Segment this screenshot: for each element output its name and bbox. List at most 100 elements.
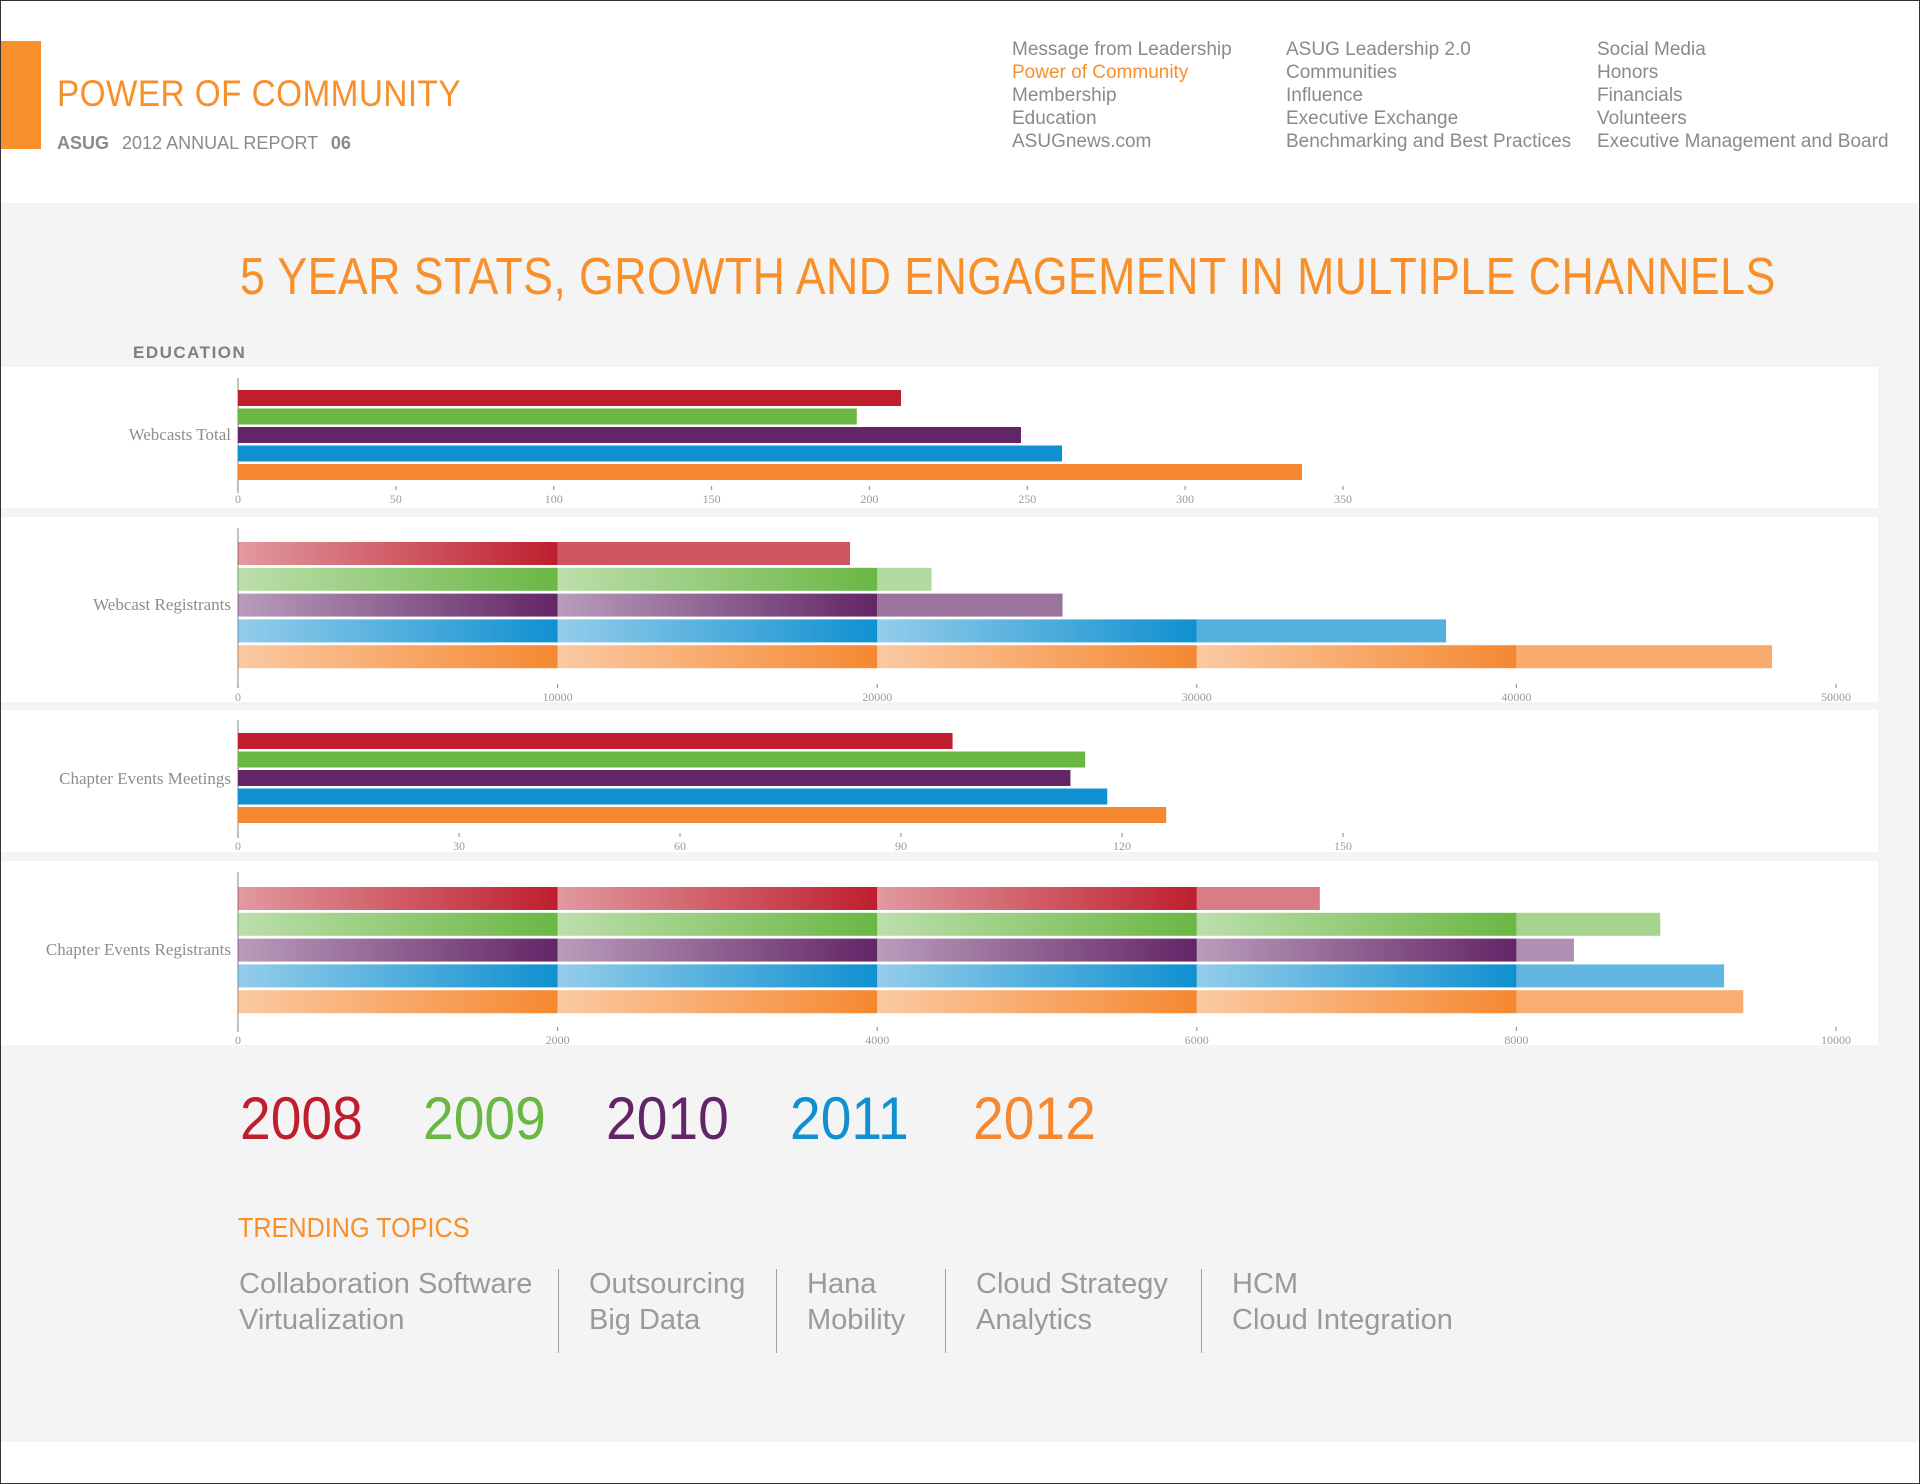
topic-divider (945, 1269, 946, 1353)
nav-item-honors[interactable]: Honors (1597, 62, 1659, 83)
bar-segment-webcast-registrants-2012 (1196, 645, 1517, 669)
nav-item-benchmarking[interactable]: Benchmarking and Best Practices (1286, 131, 1572, 152)
bar-segment-chapter-events-registrants-2010 (1516, 938, 1574, 962)
tick-label: 60 (674, 839, 686, 853)
bar-segment-chapter-events-registrants-2012 (557, 990, 878, 1014)
bar-segment-chapter-events-registrants-2010 (238, 938, 558, 962)
legend-2010: 2010 (606, 1085, 729, 1152)
row-label-chapter-events-meetings: Chapter Events Meetings (59, 769, 231, 788)
topic-divider (776, 1269, 777, 1353)
topic-item: Hana (807, 1268, 877, 1300)
tick-label: 2000 (546, 1033, 570, 1047)
nav-column-1: Message from Leadership Power of Communi… (1012, 38, 1232, 153)
tick-label: 90 (895, 839, 907, 853)
section-title: POWER OF COMMUNITY (57, 73, 461, 114)
bar-segment-webcast-registrants-2011 (557, 619, 878, 643)
tick-label: 30 (453, 839, 465, 853)
topic-item: Outsourcing (589, 1268, 746, 1300)
bar-segment-webcast-registrants-2009 (238, 567, 558, 591)
bar-chapter-events-meetings-2012 (238, 807, 1167, 823)
legend-2011: 2011 (790, 1085, 909, 1152)
nav-item-asugnews[interactable]: ASUGnews.com (1012, 131, 1152, 152)
bar-webcasts-total-2008 (238, 390, 901, 406)
row-label-chapter-events-registrants: Chapter Events Registrants (46, 940, 231, 959)
nav-item-membership[interactable]: Membership (1012, 85, 1117, 106)
bar-segment-chapter-events-registrants-2012 (877, 990, 1197, 1014)
nav-item-executive-management[interactable]: Executive Management and Board (1597, 131, 1889, 152)
bar-segment-webcast-registrants-2011 (238, 619, 558, 643)
row-label-webcasts-total: Webcasts Total (129, 425, 232, 444)
nav-item-executive-exchange[interactable]: Executive Exchange (1286, 108, 1459, 129)
topic-column: Outsourcing Big Data (589, 1266, 745, 1338)
bar-chapter-events-meetings-2009 (238, 751, 1086, 768)
tick-label: 0 (235, 1033, 241, 1047)
tick-label: 30000 (1182, 690, 1212, 704)
bar-segment-webcast-registrants-2011 (1196, 619, 1447, 643)
bar-segment-chapter-events-registrants-2012 (1196, 990, 1517, 1014)
chart-legend: 2008 2009 2010 2011 2012 (0, 1084, 1920, 1154)
legend-2008: 2008 (240, 1085, 363, 1152)
topic-column: Cloud Strategy Analytics (976, 1266, 1168, 1338)
nav-column-2: ASUG Leadership 2.0 Communities Influenc… (1286, 38, 1571, 153)
nav-item-volunteers[interactable]: Volunteers (1597, 108, 1687, 129)
bar-segment-webcast-registrants-2010 (877, 593, 1063, 617)
bar-webcasts-total-2009 (238, 408, 857, 425)
bar-segment-webcast-registrants-2011 (877, 619, 1197, 643)
topic-item: Cloud Integration (1232, 1304, 1453, 1336)
bar-chapter-events-meetings-2011 (238, 788, 1108, 805)
bar-segment-webcast-registrants-2009 (557, 567, 878, 591)
tick-label: 40000 (1501, 690, 1531, 704)
topic-item: Cloud Strategy (976, 1268, 1168, 1300)
tick-label: 10000 (1821, 1033, 1851, 1047)
bar-segment-webcast-registrants-2012 (877, 645, 1197, 669)
nav-column-3: Social Media Honors Financials Volunteer… (1597, 38, 1889, 153)
bar-segment-chapter-events-registrants-2011 (877, 964, 1197, 988)
topic-item: Big Data (589, 1304, 701, 1336)
bar-segment-webcast-registrants-2009 (877, 567, 932, 591)
nav-item-education[interactable]: Education (1012, 108, 1097, 129)
bar-segment-webcast-registrants-2012 (238, 645, 558, 669)
topic-item: Collaboration Software (239, 1268, 533, 1300)
topic-divider (1201, 1269, 1202, 1353)
bar-segment-chapter-events-registrants-2011 (557, 964, 878, 988)
bar-webcasts-total-2012 (238, 464, 1302, 480)
bar-segment-chapter-events-registrants-2011 (1516, 964, 1725, 988)
accent-bar (1, 41, 41, 149)
nav-item-asug-leadership[interactable]: ASUG Leadership 2.0 (1286, 39, 1471, 60)
topic-item: HCM (1232, 1268, 1299, 1300)
bar-segment-chapter-events-registrants-2010 (877, 938, 1197, 962)
bar-segment-webcast-registrants-2010 (557, 593, 878, 617)
bar-segment-chapter-events-registrants-2011 (1196, 964, 1517, 988)
nav-item-power-of-community[interactable]: Power of Community (1012, 62, 1189, 83)
report-subtitle: ASUG 2012 ANNUAL REPORT 06 (57, 133, 351, 154)
topic-column: HCM Cloud Integration (1232, 1266, 1453, 1338)
nav-item-social-media[interactable]: Social Media (1597, 39, 1706, 60)
bar-segment-chapter-events-registrants-2008 (238, 887, 558, 910)
bar-segment-chapter-events-registrants-2008 (557, 887, 878, 910)
nav-item-financials[interactable]: Financials (1597, 85, 1683, 106)
topic-item: Mobility (807, 1304, 906, 1336)
bar-chapter-events-meetings-2008 (238, 733, 953, 749)
bar-segment-webcast-registrants-2010 (238, 593, 558, 617)
nav-item-message-from-leadership[interactable]: Message from Leadership (1012, 39, 1232, 60)
row-label-webcast-registrants: Webcast Registrants (93, 595, 231, 614)
tick-label: 350 (1334, 492, 1352, 506)
tick-label: 100 (545, 492, 563, 506)
tick-label: 0 (235, 690, 241, 704)
education-label: EDUCATION (133, 343, 247, 362)
topic-divider (558, 1269, 559, 1353)
brand-name: ASUG (57, 133, 110, 153)
bar-segment-chapter-events-registrants-2008 (1196, 887, 1320, 910)
report-label: 2012 ANNUAL REPORT (122, 133, 318, 153)
tick-label: 50000 (1821, 690, 1851, 704)
bar-segment-chapter-events-registrants-2012 (1516, 990, 1744, 1014)
tick-label: 250 (1018, 492, 1036, 506)
bar-segment-chapter-events-registrants-2009 (1196, 912, 1517, 936)
bar-webcasts-total-2010 (238, 427, 1021, 443)
nav-item-communities[interactable]: Communities (1286, 62, 1397, 83)
trending-topics-title: TRENDING TOPICS (238, 1212, 470, 1243)
tick-label: 4000 (865, 1033, 889, 1047)
page-number: 06 (330, 133, 351, 153)
nav-item-influence[interactable]: Influence (1286, 85, 1364, 106)
